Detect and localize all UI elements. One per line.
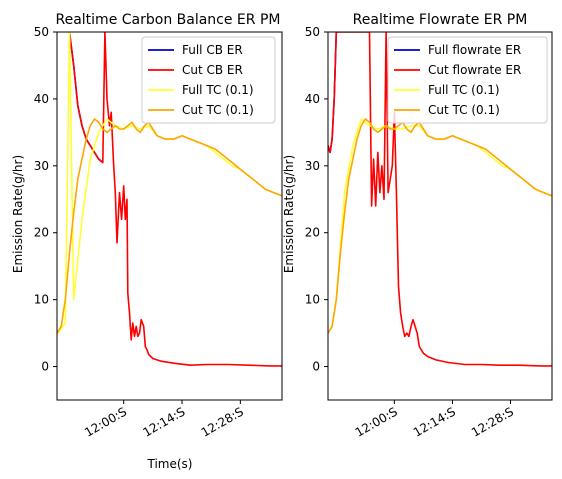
legend-label: Cut flowrate ER: [428, 63, 521, 77]
y-tick-label: 10: [34, 293, 49, 307]
y-tick-label: 0: [312, 360, 320, 374]
chart-title: Realtime Carbon Balance ER PM: [56, 12, 281, 28]
y-tick-label: 50: [34, 25, 49, 39]
legend-label: Full CB ER: [182, 43, 243, 57]
chart-title: Realtime Flowrate ER PM: [353, 12, 528, 28]
y-tick-label: 20: [34, 226, 49, 240]
series-line-1: [68, 32, 282, 367]
y-tick-label: 20: [305, 226, 320, 240]
axes-frame: [327, 31, 553, 401]
legend-label: Full TC (0.1): [428, 83, 500, 97]
plot-area: [328, 32, 552, 367]
legend-label: Cut CB ER: [182, 63, 243, 77]
axes-frame: [56, 31, 283, 401]
y-tick-label: 30: [34, 159, 49, 173]
legend-box: [141, 36, 276, 124]
legend-label: Full TC (0.1): [182, 83, 254, 97]
y-tick-label: 30: [305, 159, 320, 173]
y-tick-label: 10: [305, 293, 320, 307]
y-tick-label: 40: [305, 92, 320, 106]
legend: Full CB ER Cut CB ER Full TC (0.1) Cut TC (…: [141, 36, 276, 124]
legend: Full flowrate ER Cut flowrate ER Full TC (…: [387, 36, 548, 124]
y-tick-label: 0: [41, 360, 49, 374]
legend-box: [387, 36, 548, 124]
x-axis-label: Time(s): [147, 457, 193, 471]
legend-label: Cut TC (0.1): [182, 103, 254, 117]
series-line-1: [328, 32, 552, 367]
legend-label: Cut TC (0.1): [428, 103, 500, 117]
series-line-3: [57, 118, 282, 335]
y-tick-label: 40: [34, 92, 49, 106]
y-tick-label: 50: [305, 25, 320, 39]
plot-area: [57, 32, 282, 367]
legend-label: Full flowrate ER: [428, 43, 521, 57]
y-axis-label: Emission Rate(g/hr): [282, 155, 296, 273]
y-axis-label: Emission Rate(g/hr): [11, 155, 25, 273]
series-line-3: [328, 118, 552, 335]
